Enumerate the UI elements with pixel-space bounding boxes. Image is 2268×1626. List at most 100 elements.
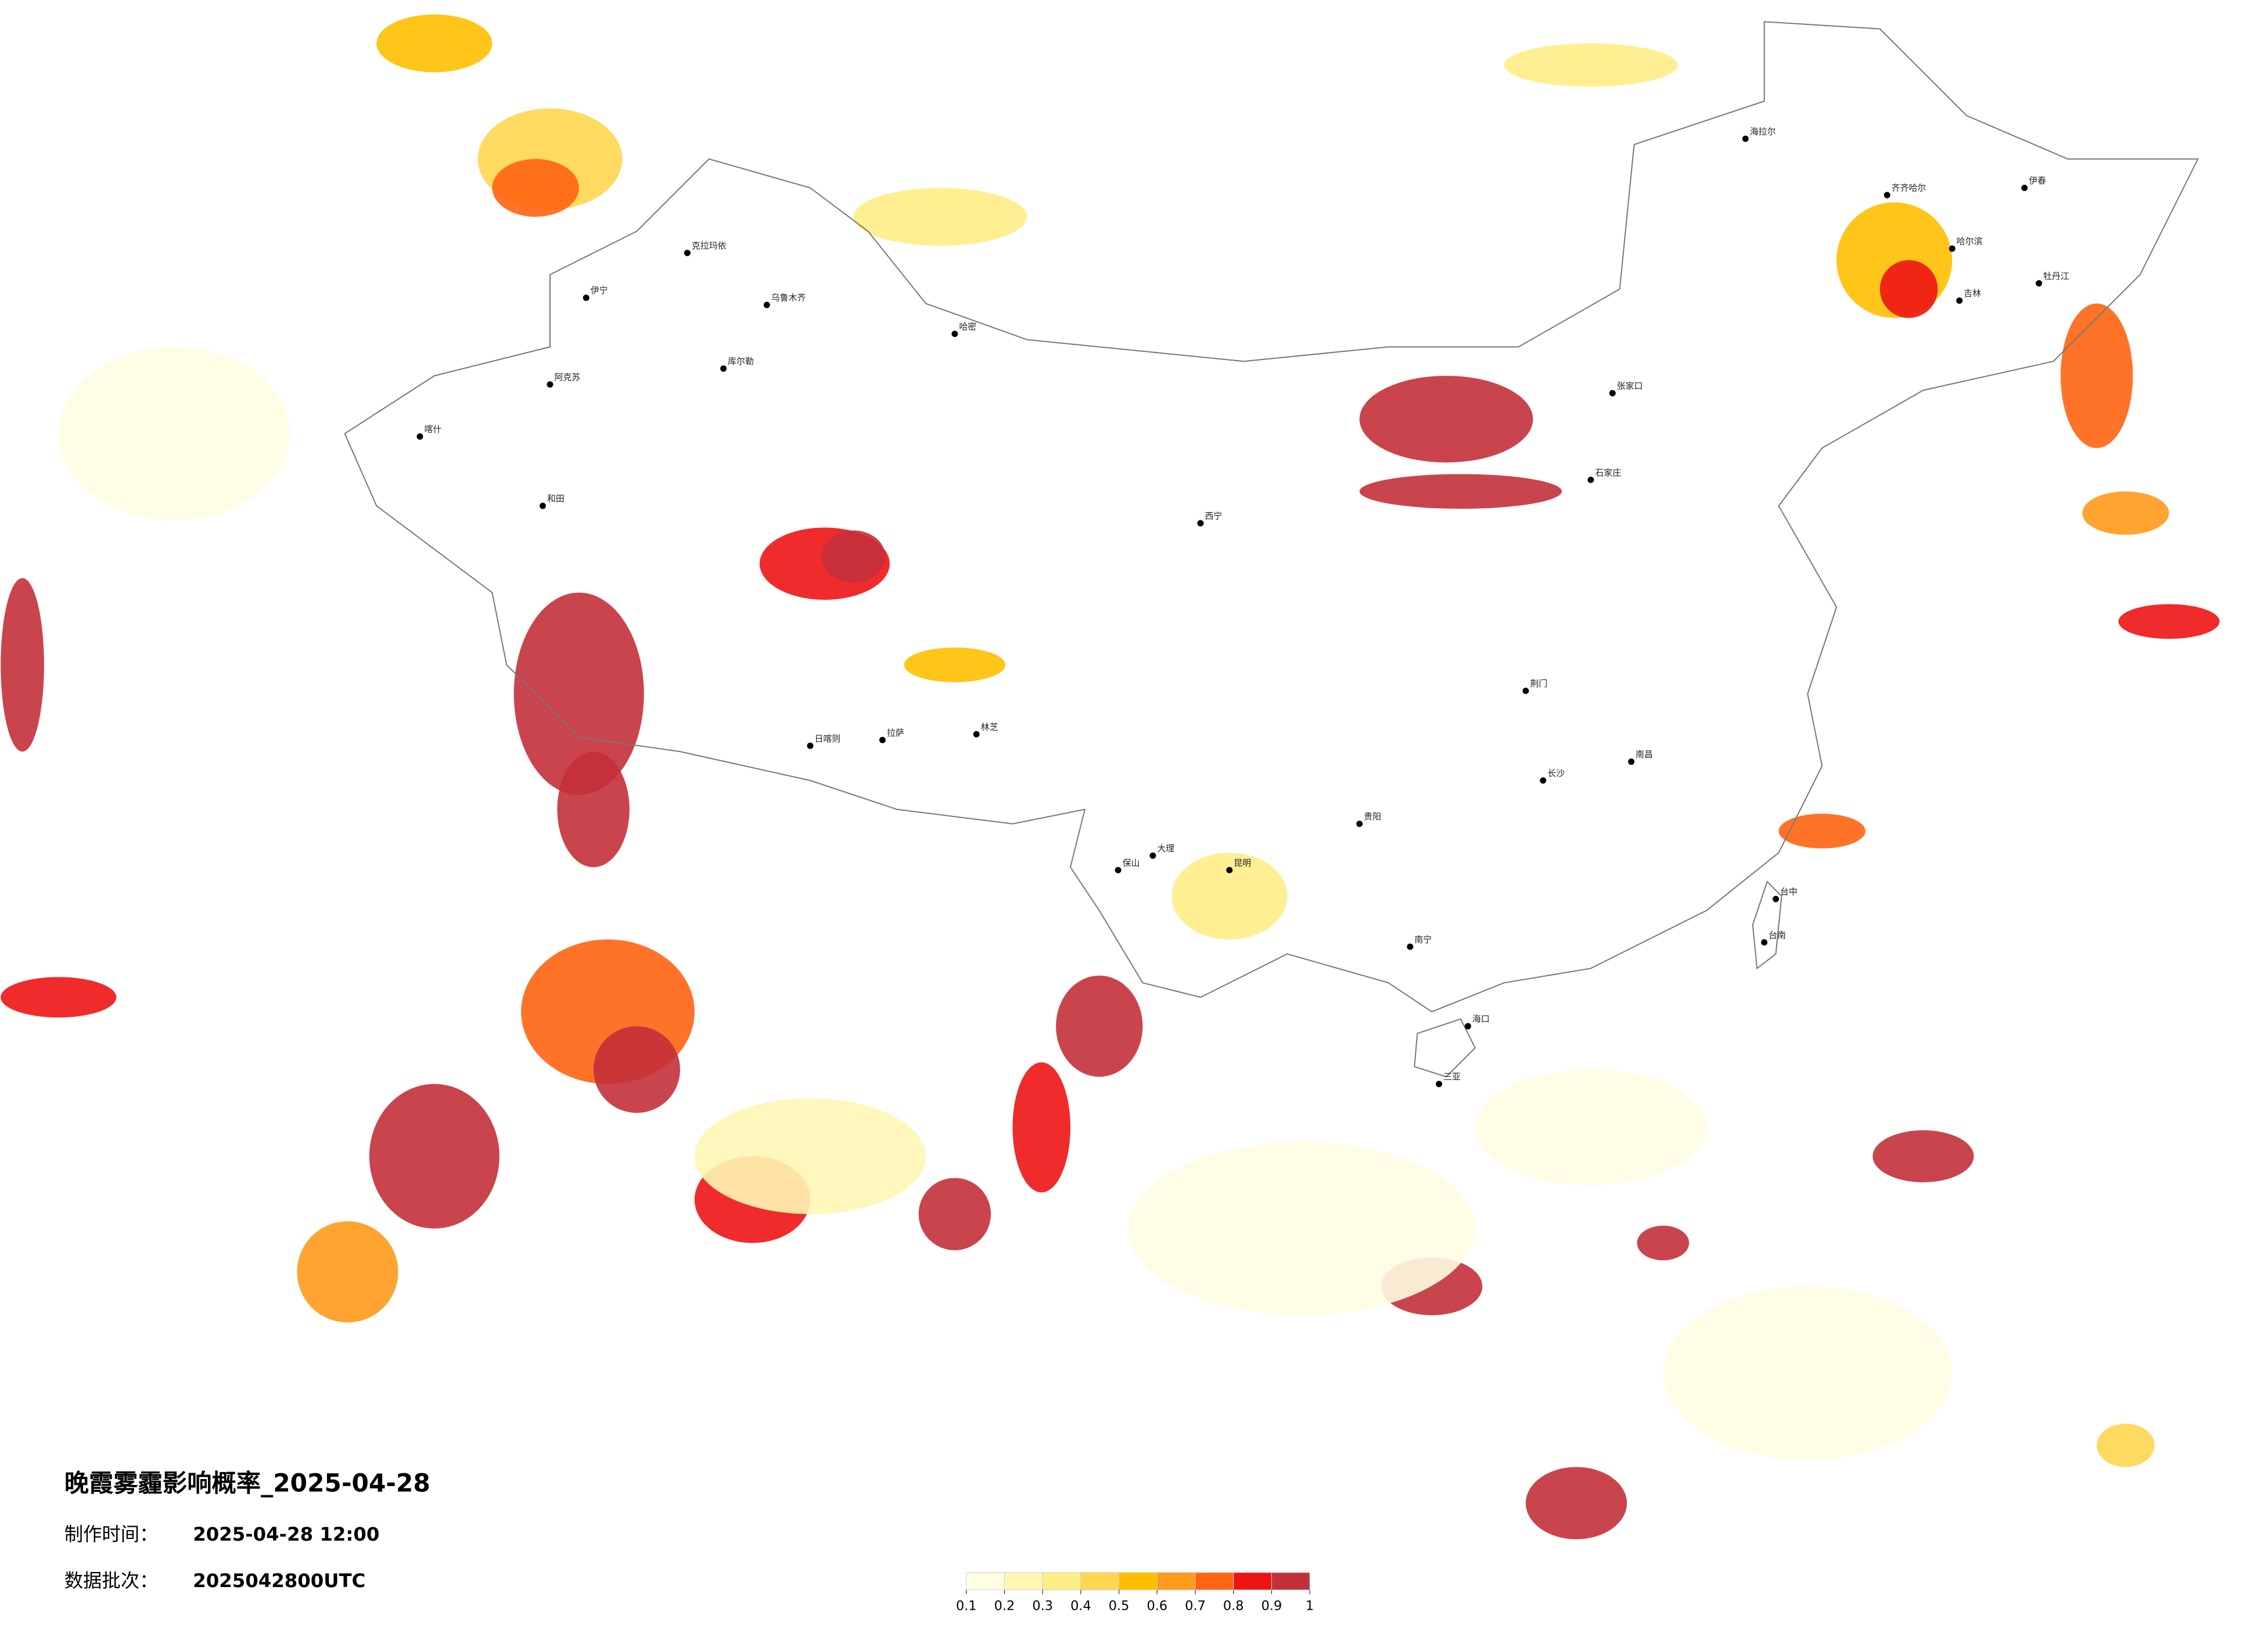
city-label: 阿克苏 bbox=[554, 372, 580, 383]
city-dot bbox=[807, 742, 814, 749]
city-label: 库尔勒 bbox=[728, 356, 754, 366]
haze-area bbox=[2097, 1423, 2155, 1467]
city-label: 三亚 bbox=[1443, 1071, 1461, 1082]
legend-swatch bbox=[1271, 1572, 1310, 1591]
legend-swatch bbox=[1119, 1572, 1158, 1591]
legend-swatch bbox=[1156, 1572, 1196, 1591]
city-dot bbox=[1522, 688, 1529, 695]
city-label: 南宁 bbox=[1414, 934, 1432, 945]
city-dot bbox=[1587, 476, 1594, 483]
haze-area bbox=[1359, 474, 1562, 509]
haze-layer bbox=[1, 14, 2220, 1539]
haze-area bbox=[2118, 604, 2220, 639]
island-border bbox=[1414, 1018, 1476, 1078]
city-dot bbox=[1949, 245, 1956, 252]
legend-swatch bbox=[1195, 1572, 1234, 1591]
haze-area bbox=[1475, 1069, 1707, 1185]
made-value: 2025-04-28 12:00 bbox=[193, 1523, 379, 1545]
city-label: 海拉尔 bbox=[1750, 126, 1776, 136]
haze-area bbox=[1, 578, 44, 752]
legend-tick-label: 0.9 bbox=[1261, 1599, 1282, 1614]
city-dot bbox=[684, 250, 691, 257]
legend-tick-label: 0.1 bbox=[956, 1599, 977, 1614]
legend-swatch bbox=[1004, 1572, 1043, 1591]
city-label: 日喀则 bbox=[814, 733, 840, 744]
haze-area bbox=[593, 1026, 680, 1113]
haze-area bbox=[1171, 852, 1288, 940]
city-label: 伊春 bbox=[2029, 175, 2046, 186]
city-label: 哈尔滨 bbox=[1957, 236, 1983, 247]
city-dot bbox=[720, 365, 727, 372]
city-label: 和田 bbox=[547, 494, 565, 504]
color-legend: 0.1 0.2 0.3 0.4 0.5 0.6 0.7 0.8 0.9 1 bbox=[956, 1572, 1314, 1614]
batch-label: 数据批次： bbox=[64, 1570, 159, 1592]
haze-area bbox=[821, 530, 886, 583]
city-dot bbox=[1609, 390, 1616, 397]
island-border bbox=[1752, 880, 1782, 970]
city-label: 长沙 bbox=[1547, 768, 1565, 779]
city-label: 贵阳 bbox=[1364, 811, 1381, 822]
city-label: 哈密 bbox=[959, 321, 976, 332]
legend-tick-label: 0.4 bbox=[1070, 1599, 1091, 1614]
city-label: 齐齐哈尔 bbox=[1892, 183, 1926, 193]
city-dot bbox=[1464, 1023, 1471, 1030]
haze-area bbox=[2082, 491, 2169, 535]
legend-swatch bbox=[1042, 1572, 1081, 1591]
city-label: 昆明 bbox=[1234, 858, 1251, 868]
city-label: 克拉玛依 bbox=[692, 240, 727, 251]
city-dot bbox=[1773, 895, 1780, 902]
haze-area bbox=[2060, 303, 2133, 448]
city-dot bbox=[1761, 939, 1768, 946]
city-dot bbox=[1149, 852, 1156, 859]
city-dot bbox=[2036, 280, 2043, 287]
legend-tick-label: 0.5 bbox=[1109, 1599, 1130, 1614]
haze-area bbox=[369, 1084, 499, 1229]
haze-area bbox=[376, 14, 493, 73]
city-label: 张家口 bbox=[1617, 381, 1643, 391]
haze-area bbox=[918, 1178, 991, 1250]
haze-area bbox=[492, 159, 579, 217]
city-label: 牡丹江 bbox=[2043, 271, 2069, 281]
haze-area bbox=[1525, 1467, 1627, 1539]
city-dot bbox=[540, 502, 547, 509]
city-dot bbox=[951, 330, 958, 337]
legend-tick-label: 0.3 bbox=[1032, 1599, 1053, 1614]
city-dot bbox=[1115, 866, 1122, 873]
city-label: 南昌 bbox=[1636, 749, 1653, 760]
haze-area bbox=[1637, 1225, 1690, 1261]
city-dot bbox=[1956, 297, 1963, 304]
haze-area bbox=[557, 751, 630, 868]
city-dot bbox=[1226, 866, 1233, 873]
legend-swatch bbox=[966, 1572, 1005, 1591]
legend-tick-label: 0.6 bbox=[1147, 1599, 1168, 1614]
city-dot bbox=[1540, 777, 1547, 784]
haze-area bbox=[1359, 376, 1533, 463]
city-label: 保山 bbox=[1123, 858, 1140, 868]
city-label: 台中 bbox=[1780, 887, 1798, 897]
city-dot bbox=[879, 736, 886, 743]
legend-tick-label: 0.2 bbox=[994, 1599, 1015, 1614]
city-label: 乌鲁木齐 bbox=[771, 293, 806, 303]
city-dot bbox=[973, 731, 980, 738]
city-label: 伊宁 bbox=[591, 285, 608, 296]
city-label: 海口 bbox=[1472, 1014, 1490, 1024]
legend-tick-label: 1 bbox=[1306, 1599, 1314, 1614]
haze-area bbox=[1778, 814, 1866, 848]
haze-area bbox=[1, 977, 117, 1018]
city-label: 拉萨 bbox=[887, 728, 904, 738]
legend-tick-label: 0.8 bbox=[1223, 1599, 1244, 1614]
city-label: 西宁 bbox=[1205, 511, 1222, 521]
city-dot bbox=[2021, 185, 2028, 192]
haze-area bbox=[1504, 43, 1678, 87]
legend-tick-label: 0.7 bbox=[1185, 1599, 1206, 1614]
city-label: 石家庄 bbox=[1595, 467, 1621, 478]
city-label: 吉林 bbox=[1964, 288, 1981, 298]
haze-area bbox=[853, 188, 1027, 246]
map-title: 晚霞雾霾影响概率_2025-04-28 bbox=[64, 1469, 430, 1498]
city-label: 林芝 bbox=[981, 722, 998, 732]
country-border bbox=[344, 21, 2199, 1013]
haze-area bbox=[1056, 976, 1143, 1077]
legend-swatch bbox=[1080, 1572, 1120, 1591]
